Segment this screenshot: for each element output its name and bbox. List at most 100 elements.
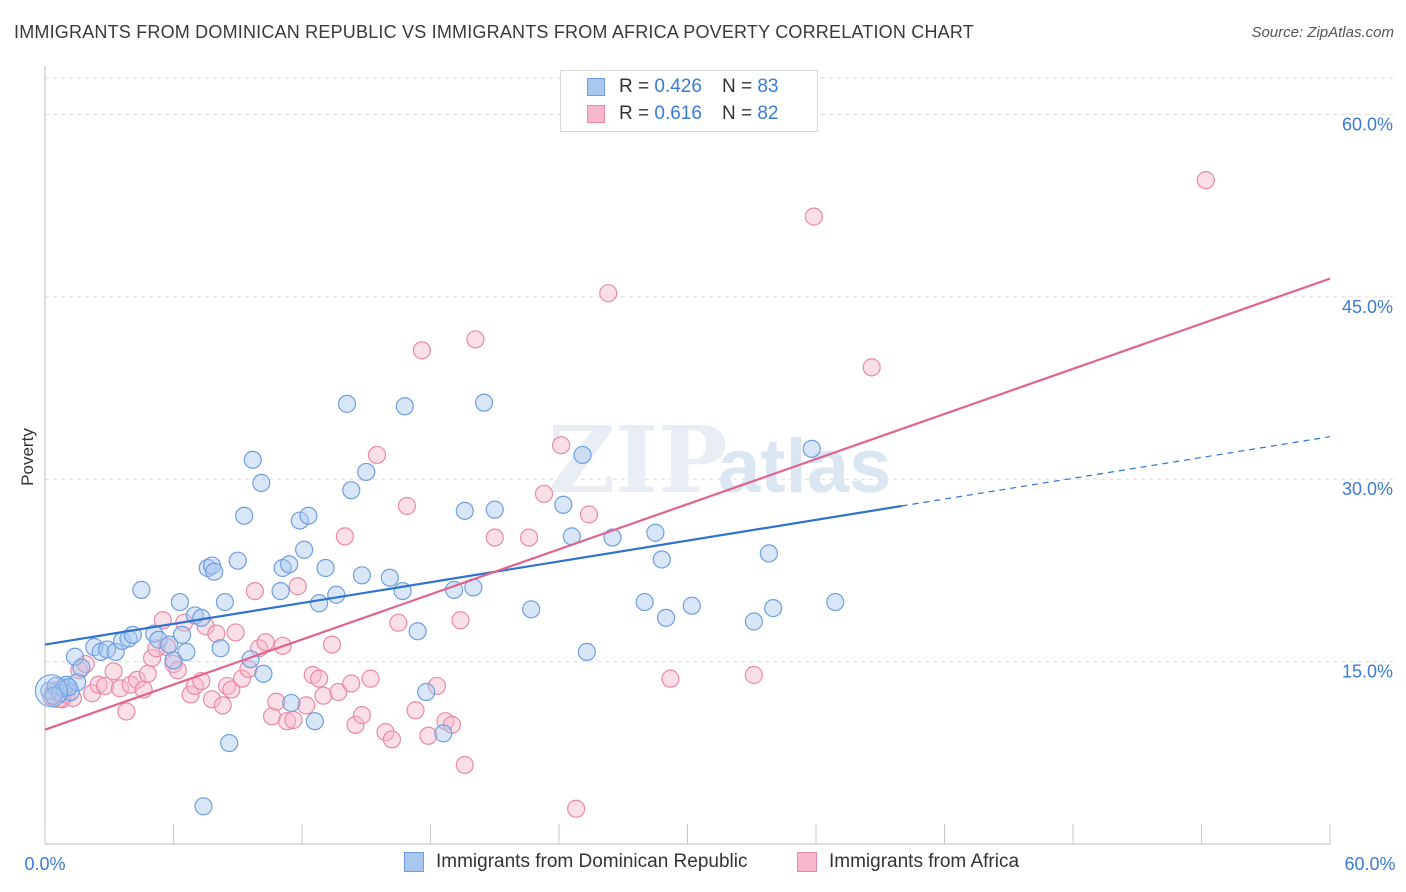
bottom-legend-dominican: Immigrants from Dominican Republic: [404, 851, 748, 873]
data-point-dominican: [603, 528, 622, 547]
data-point-africa: [245, 581, 264, 601]
data-point-dominican: [72, 658, 91, 677]
data-point-dominican: [408, 622, 427, 641]
legend-n-label: N =: [721, 103, 753, 124]
data-point-africa: [534, 484, 554, 503]
trendline-dominican: [44, 504, 902, 646]
x-tick-label: 60.0%: [1344, 854, 1395, 874]
data-point-africa: [226, 623, 245, 642]
data-point-africa: [466, 330, 485, 349]
data-point-africa: [310, 669, 329, 688]
data-point-africa: [427, 676, 447, 696]
data-point-dominican: [254, 664, 273, 683]
data-point-dominican: [65, 647, 85, 666]
legend-r-label: R =: [619, 103, 650, 124]
data-point-dominican: [656, 608, 676, 627]
data-point-africa: [1196, 171, 1215, 190]
data-point-africa: [117, 702, 136, 721]
data-point-dominican: [177, 642, 196, 661]
legend-row-africa: R = 0.616 N = 82: [587, 102, 778, 126]
x-tick-label: 0.0%: [24, 854, 65, 874]
data-point-dominican: [474, 393, 494, 412]
data-point-dominican: [172, 625, 192, 644]
chart-title: IMMIGRANTS FROM DOMINICAN REPUBLIC VS IM…: [14, 22, 974, 42]
data-point-africa: [519, 528, 539, 547]
bottom-legend-label-africa: Immigrants from Africa: [829, 851, 1020, 872]
y-tick-label: 60.0%: [1342, 114, 1393, 134]
bottom-legend-swatch-blue: [404, 852, 424, 872]
bottom-legend-swatch-pink: [797, 852, 817, 872]
data-point-africa: [329, 682, 348, 702]
axes: [44, 66, 1331, 845]
data-point-africa: [346, 715, 365, 734]
data-point-dominican: [215, 592, 234, 612]
data-point-dominican: [59, 678, 78, 697]
data-point-africa: [168, 661, 187, 680]
data-point-dominican: [357, 462, 376, 482]
data-point-dominican: [327, 585, 346, 604]
data-point-africa: [256, 633, 275, 652]
data-point-africa: [567, 799, 586, 818]
legend-r-value: 0.616: [654, 103, 702, 124]
data-point-dominican: [149, 630, 168, 649]
data-point-dominican: [764, 599, 783, 618]
data-point-dominican-cluster: [34, 674, 69, 708]
data-point-dominican: [310, 594, 329, 613]
data-point-dominican: [280, 555, 299, 574]
watermark-zip: ZIP: [548, 406, 727, 514]
trendline-dominican-extension: [901, 436, 1331, 507]
data-point-dominican: [577, 642, 596, 661]
data-point-africa: [397, 496, 417, 516]
data-point-dominican: [316, 558, 335, 578]
y-tick-label: 15.0%: [1342, 662, 1393, 682]
data-point-africa: [579, 505, 599, 524]
data-point-africa: [419, 726, 438, 745]
data-point-dominican: [299, 506, 318, 525]
data-point-dominican: [235, 506, 254, 525]
data-point-dominican: [652, 550, 671, 569]
source-label: Source: ZipAtlas.com: [1251, 24, 1394, 41]
data-point-africa: [207, 624, 226, 643]
data-point-africa: [288, 577, 307, 596]
data-point-africa: [213, 696, 232, 715]
data-point-africa: [127, 670, 147, 689]
data-point-africa: [862, 358, 881, 377]
data-point-dominican: [522, 600, 541, 619]
data-point-africa: [267, 692, 286, 711]
data-point-africa: [382, 730, 402, 749]
bottom-legend-africa: Immigrants from Africa: [797, 851, 1019, 873]
data-point-dominican: [395, 397, 414, 416]
data-point-dominican: [194, 797, 213, 816]
data-point-dominican: [211, 639, 230, 658]
data-point-dominican: [290, 511, 309, 530]
data-point-dominican: [646, 523, 665, 542]
data-point-dominican: [132, 580, 151, 599]
data-point-dominican: [282, 693, 301, 713]
data-point-africa: [361, 669, 380, 688]
data-point-dominican: [252, 473, 271, 492]
data-point-africa: [284, 710, 303, 730]
data-point-africa: [412, 341, 432, 360]
data-point-dominican: [485, 500, 504, 519]
data-point-dominican: [573, 445, 592, 465]
data-point-africa: [367, 445, 387, 465]
legend-n-value: 82: [757, 103, 779, 124]
y-tick-label: 45.0%: [1342, 297, 1393, 317]
data-point-dominican: [106, 642, 125, 661]
data-point-dominican: [417, 682, 436, 702]
bottom-legend-label-dominican: Immigrants from Dominican Republic: [436, 851, 748, 872]
legend-n-value: 83: [757, 76, 779, 97]
legend-swatch-blue: [587, 78, 605, 96]
data-point-africa: [744, 665, 763, 685]
legend-row-dominican: R = 0.426 N = 83: [587, 75, 778, 99]
gridlines: [45, 77, 1395, 663]
data-point-dominican: [682, 596, 701, 615]
data-point-dominican: [220, 733, 239, 753]
legend-n-label: N =: [721, 76, 753, 97]
data-point-africa: [342, 674, 361, 693]
data-point-dominican: [759, 544, 778, 563]
data-point-africa: [352, 706, 372, 725]
data-point-africa: [277, 712, 297, 731]
data-point-africa: [232, 669, 252, 688]
